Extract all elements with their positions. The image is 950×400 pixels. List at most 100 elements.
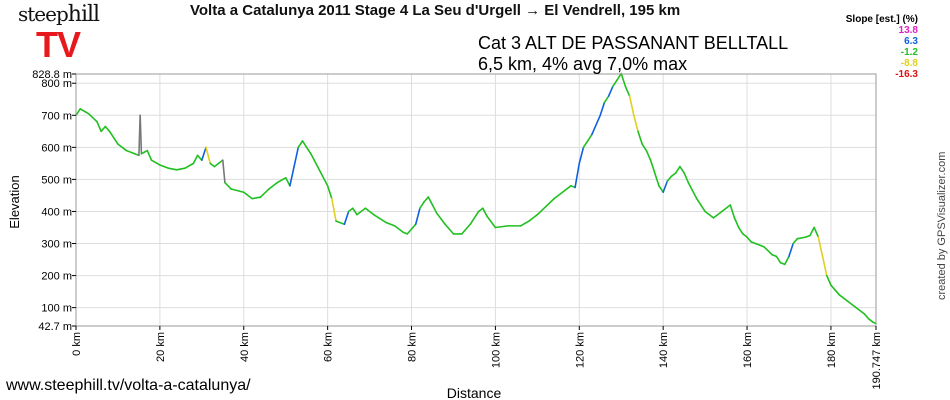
profile-segment [712, 210, 723, 219]
profile-segment [700, 204, 706, 213]
profile-segment [683, 172, 690, 184]
profile-segment [607, 85, 614, 97]
profile-segment [184, 162, 195, 169]
credit-text: created by GPSVisualizer.com [936, 151, 948, 300]
profile-segment [544, 197, 555, 208]
profile-segment [79, 108, 90, 115]
chart-axes [75, 73, 877, 327]
profile-segment [431, 204, 438, 214]
profile-segment [737, 226, 744, 235]
profile-segment [855, 306, 866, 315]
x-tick-label: 160 km [742, 332, 754, 368]
profile-segment [230, 188, 245, 194]
profile-segment [704, 210, 715, 219]
profile-segment [721, 204, 732, 213]
profile-segment [792, 237, 799, 245]
profile-segment [347, 207, 354, 213]
x-tick-label: 20 km [155, 332, 167, 362]
profile-segment [821, 255, 828, 277]
profile-segment [146, 149, 153, 161]
profile-segment [666, 175, 673, 182]
profile-segment [633, 114, 639, 133]
x-tick-label: 60 km [323, 332, 335, 362]
profile-segment [385, 221, 396, 227]
x-axis-label: Distance [447, 385, 502, 400]
x-tick-label: 40 km [239, 332, 251, 362]
profile-segment [224, 181, 232, 190]
y-tick-label: 500 m [41, 174, 72, 186]
profile-segment [343, 210, 350, 226]
profile-segment [649, 159, 656, 174]
chart-grid [76, 74, 876, 326]
profile-segment [242, 191, 253, 200]
profile-segment [209, 162, 216, 168]
profile-segment [297, 140, 304, 149]
profile-segment [331, 197, 337, 222]
y-tick-label: 200 m [41, 271, 72, 283]
chart-title: Volta a Catalunya 2011 Stage 4 La Seu d'… [190, 2, 681, 19]
profile-segment [284, 177, 291, 187]
profile-segment [276, 177, 287, 184]
y-tick-label: 42.7 m [38, 321, 72, 333]
profile-segment [519, 220, 530, 227]
elevation-profile [75, 72, 877, 325]
plot-frame [75, 73, 877, 327]
profile-segment [637, 130, 643, 145]
profile-segment [100, 125, 107, 133]
slope-legend-entry: -1.2 [900, 47, 918, 58]
profile-segment [469, 210, 480, 226]
profile-segment [624, 85, 631, 97]
profile-segment [372, 213, 388, 224]
profile-segment [788, 242, 794, 258]
profile-segment [419, 201, 425, 210]
profile-segment [846, 300, 857, 309]
profile-segment [838, 294, 849, 303]
profile-segment [393, 225, 404, 234]
profile-segment [318, 168, 329, 187]
profile-segment [763, 245, 774, 256]
slope-legend-entry: 13.8 [898, 25, 918, 36]
slope-legend-entry: 6.3 [904, 36, 918, 47]
y-tick-label: 100 m [41, 303, 72, 315]
profile-segment [486, 215, 497, 229]
profile-segment [196, 154, 203, 161]
profile-segment [674, 165, 681, 174]
profile-segment [603, 95, 610, 104]
steephill-logo: steephill TV [6, 2, 100, 65]
profile-segment [687, 181, 698, 200]
profile-segment [536, 205, 547, 216]
profile-segment [817, 236, 824, 258]
profile-segment [259, 188, 270, 198]
profile-segment [201, 146, 207, 161]
profile-segment [175, 167, 186, 171]
y-tick-label: 600 m [41, 142, 72, 154]
slope-legend-title: Slope [est.] (%) [845, 14, 918, 25]
logo-text-tv: TV [36, 24, 81, 65]
climb-name: Cat 3 ALT DE PASSANANT BELLTALL [478, 33, 789, 53]
x-axis-ticks: 0 km 20 km 40 km 60 km 80 km 100 km 120 km 140 … [71, 326, 883, 389]
profile-segment [159, 164, 170, 169]
y-tick-label: 828.8 m [32, 69, 72, 81]
profile-segment [746, 236, 753, 243]
footer-url[interactable]: www.steephill.tv/volta-a-catalunya/ [6, 377, 251, 394]
x-tick-label: 80 km [407, 332, 419, 362]
profile-segment [96, 120, 102, 133]
y-tick-label: 800 m [41, 78, 72, 90]
profile-segment [104, 125, 111, 133]
y-tick-label: 300 m [41, 239, 72, 251]
profile-segment [754, 242, 765, 248]
profile-segment [628, 95, 635, 117]
profile-segment [221, 159, 226, 184]
logo-text-top: steephill [18, 2, 100, 27]
profile-segment [414, 207, 421, 226]
profile-segment [75, 108, 81, 117]
profile-segment [310, 152, 321, 171]
profile-segment [867, 318, 874, 323]
profile-segment [578, 146, 585, 165]
profile-segment [427, 196, 434, 206]
slope-legend: Slope [est.] (%) 13.8 6.3 -1.2 -8.8 -16.3 [820, 14, 918, 80]
profile-segment [653, 172, 660, 187]
profile-segment [528, 213, 539, 222]
profile-segment [809, 226, 815, 237]
